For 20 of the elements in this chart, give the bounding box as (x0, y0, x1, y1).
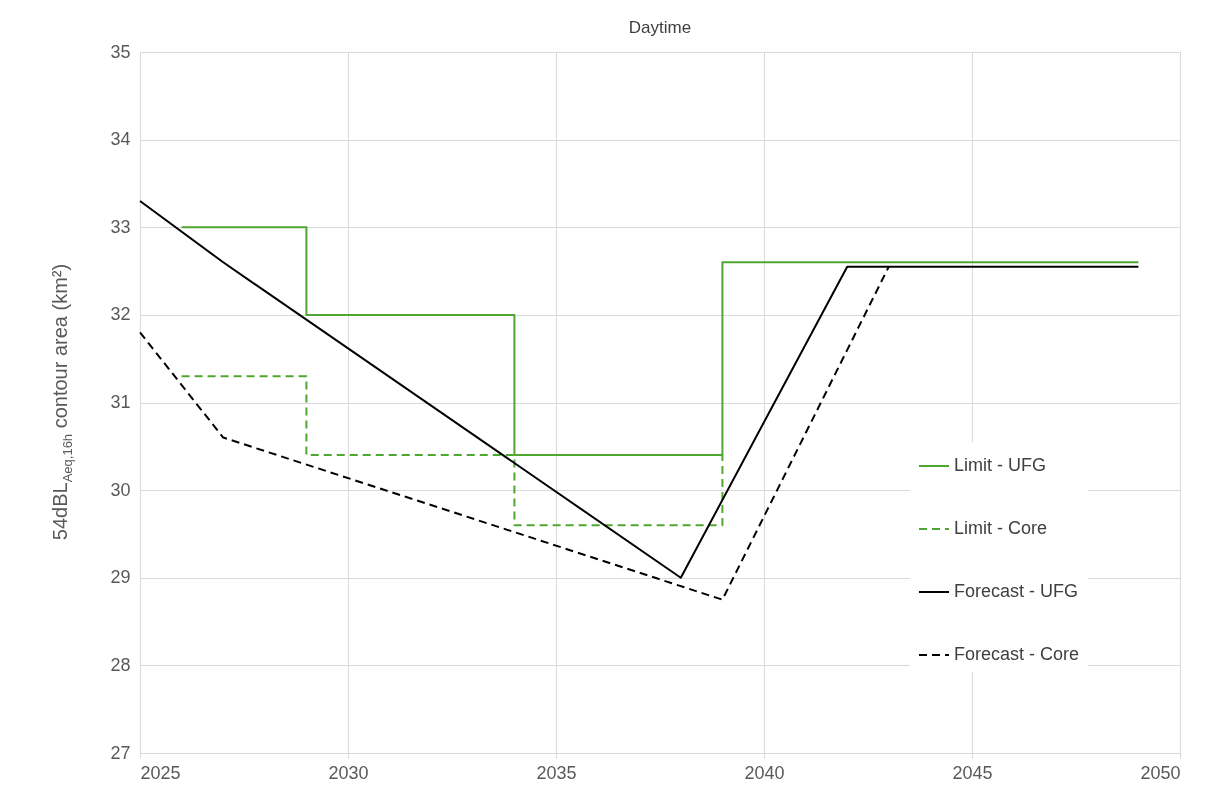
x-tick-label: 2045 (952, 762, 993, 783)
y-tick-label: 34 (110, 129, 131, 150)
legend-label: Limit - Core (954, 518, 1048, 538)
y-tick-label: 28 (110, 654, 131, 675)
x-tick-label: 2035 (536, 762, 577, 783)
chart-title: Daytime (628, 18, 692, 37)
y-tick-label: 33 (110, 216, 131, 237)
y-tick-label: 27 (110, 742, 131, 763)
x-tick-label: 2030 (328, 762, 369, 783)
legend-label: Limit - UFG (954, 455, 1046, 475)
y-tick-label: 30 (110, 479, 131, 500)
x-tick-label: 2040 (744, 762, 785, 783)
y-tick-label: 35 (110, 41, 131, 62)
x-tick-label: 2025 (140, 762, 181, 783)
legend-label: Forecast - UFG (954, 581, 1079, 601)
x-tick-label: 2050 (1140, 762, 1181, 783)
y-tick-label: 29 (110, 567, 131, 588)
y-tick-label: 32 (110, 304, 131, 325)
y-tick-label: 31 (110, 392, 131, 412)
legend-label: Forecast - Core (954, 644, 1080, 664)
